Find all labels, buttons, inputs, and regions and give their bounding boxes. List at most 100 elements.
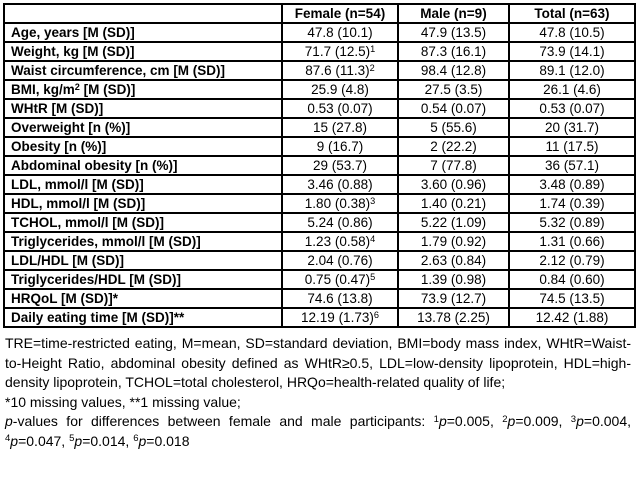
- value-cell: 0.75 (0.47)5: [281, 269, 399, 290]
- superscript-marker: 4: [5, 433, 11, 445]
- table-row: Overweight [n (%)] 15 (27.8) 5 (55.6) 20 (3…: [3, 117, 636, 138]
- value-cell: 27.5 (3.5): [397, 79, 510, 100]
- row-label: Obesity [n (%)]: [3, 136, 283, 157]
- value-cell: 1.40 (0.21): [397, 193, 510, 214]
- superscript-marker: 6: [133, 433, 139, 445]
- value-cell: 1.31 (0.66): [508, 231, 636, 252]
- value-cell: 9 (16.7): [281, 136, 399, 157]
- value-cell: 73.9 (12.7): [397, 288, 510, 309]
- table-row: HDL, mmol/l [M (SD)] 1.80 (0.38)3 1.40 (0.…: [3, 193, 636, 214]
- row-label: Weight, kg [M (SD)]: [3, 41, 283, 62]
- value-cell: 47.8 (10.1): [281, 22, 399, 43]
- value-cell: 98.4 (12.8): [397, 60, 510, 81]
- table-row: LDL, mmol/l [M (SD)] 3.46 (0.88) 3.60 (0.9…: [3, 174, 636, 195]
- row-label: Overweight [n (%)]: [3, 117, 283, 138]
- value-cell: 5.24 (0.86): [281, 212, 399, 233]
- table-row: Daily eating time [M (SD)]** 12.19 (1.73)…: [3, 307, 636, 328]
- row-label: HDL, mmol/l [M (SD)]: [3, 193, 283, 214]
- value-cell: 71.7 (12.5)1: [281, 41, 399, 62]
- row-label: WHtR [M (SD)]: [3, 98, 283, 119]
- superscript-marker: 3: [370, 195, 376, 206]
- value-cell: 7 (77.8): [397, 155, 510, 176]
- value-cell: 0.53 (0.07): [508, 98, 636, 119]
- value-cell: 3.46 (0.88): [281, 174, 399, 195]
- value-cell: 5.22 (1.09): [397, 212, 510, 233]
- table-row: BMI, kg/m2 [M (SD)] 25.9 (4.8) 27.5 (3.5) 2…: [3, 79, 636, 100]
- superscript-marker: 2: [74, 81, 80, 92]
- column-header: Male (n=9): [397, 3, 510, 24]
- table-header-row: Female (n=54) Male (n=9) Total (n=63): [3, 3, 636, 24]
- value-cell: 74.6 (13.8): [281, 288, 399, 309]
- table-row: WHtR [M (SD)] 0.53 (0.07) 0.54 (0.07) 0.53 …: [3, 98, 636, 119]
- value-cell: 20 (31.7): [508, 117, 636, 138]
- table-row: Triglycerides/HDL [M (SD)] 0.75 (0.47)5 1.…: [3, 269, 636, 290]
- table-row: HRQoL [M (SD)]* 74.6 (13.8) 73.9 (12.7) 74.…: [3, 288, 636, 309]
- value-cell: 13.78 (2.25): [397, 307, 510, 328]
- table-row: Abdominal obesity [n (%)] 29 (53.7) 7 (77.…: [3, 155, 636, 176]
- table-row: Triglycerides, mmol/l [M (SD)] 1.23 (0.58…: [3, 231, 636, 252]
- value-cell: 2.12 (0.79): [508, 250, 636, 271]
- value-cell: 2 (22.2): [397, 136, 510, 157]
- value-cell: 15 (27.8): [281, 117, 399, 138]
- row-label: Waist circumference, cm [M (SD)]: [3, 60, 283, 81]
- value-cell: 1.80 (0.38)3: [281, 193, 399, 214]
- row-label: Triglycerides, mmol/l [M (SD)]: [3, 231, 283, 252]
- row-label: Triglycerides/HDL [M (SD)]: [3, 269, 283, 290]
- footnote-paragraph: p-values for differences between female …: [5, 413, 631, 449]
- corner-cell: [3, 3, 283, 24]
- value-cell: 12.19 (1.73)6: [281, 307, 399, 328]
- superscript-marker: 3: [570, 413, 577, 425]
- superscript-marker: 2: [502, 413, 508, 425]
- value-cell: 26.1 (4.6): [508, 79, 636, 100]
- value-cell: 1.23 (0.58)4: [281, 231, 399, 252]
- value-cell: 47.9 (13.5): [397, 22, 510, 43]
- value-cell: 89.1 (12.0): [508, 60, 636, 81]
- value-cell: 1.39 (0.98): [397, 269, 510, 290]
- value-cell: 11 (17.5): [508, 136, 636, 157]
- table-row: LDL/HDL [M (SD)] 2.04 (0.76) 2.63 (0.84) 2.…: [3, 250, 636, 271]
- value-cell: 2.63 (0.84): [397, 250, 510, 271]
- value-cell: 1.79 (0.92): [397, 231, 510, 252]
- value-cell: 73.9 (14.1): [508, 41, 636, 62]
- row-label: LDL, mmol/l [M (SD)]: [3, 174, 283, 195]
- value-cell: 87.6 (11.3)2: [281, 60, 399, 81]
- value-cell: 2.04 (0.76): [281, 250, 399, 271]
- superscript-marker: 5: [69, 433, 75, 445]
- superscript-marker: 6: [373, 309, 379, 320]
- superscript-marker: 4: [370, 233, 376, 244]
- value-cell: 3.48 (0.89): [508, 174, 636, 195]
- column-header: Female (n=54): [281, 3, 399, 24]
- table-row: Age, years [M (SD)] 47.8 (10.1) 47.9 (13.5…: [3, 22, 636, 43]
- row-label: BMI, kg/m2 [M (SD)]: [3, 79, 283, 100]
- row-label: Daily eating time [M (SD)]**: [3, 307, 283, 328]
- table-row: Waist circumference, cm [M (SD)] 87.6 (11…: [3, 60, 636, 81]
- footnote-paragraph: TRE=time-restricted eating, M=mean, SD=s…: [5, 335, 631, 410]
- row-label: HRQoL [M (SD)]*: [3, 288, 283, 309]
- value-cell: 0.54 (0.07): [397, 98, 510, 119]
- value-cell: 0.84 (0.60): [508, 269, 636, 290]
- column-header: Total (n=63): [508, 3, 636, 24]
- value-cell: 12.42 (1.88): [508, 307, 636, 328]
- row-label: TCHOL, mmol/l [M (SD)]: [3, 212, 283, 233]
- value-cell: 47.8 (10.5): [508, 22, 636, 43]
- value-cell: 0.53 (0.07): [281, 98, 399, 119]
- value-cell: 5 (55.6): [397, 117, 510, 138]
- footnotes: TRE=time-restricted eating, M=mean, SD=s…: [3, 334, 633, 451]
- table-body: Age, years [M (SD)] 47.8 (10.1) 47.9 (13.5…: [3, 22, 636, 328]
- value-cell: 29 (53.7): [281, 155, 399, 176]
- superscript-marker: 5: [370, 271, 376, 282]
- superscript-marker: 1: [370, 43, 376, 54]
- value-cell: 36 (57.1): [508, 155, 636, 176]
- row-label: LDL/HDL [M (SD)]: [3, 250, 283, 271]
- value-cell: 1.74 (0.39): [508, 193, 636, 214]
- row-label: Age, years [M (SD)]: [3, 22, 283, 43]
- value-cell: 25.9 (4.8): [281, 79, 399, 100]
- participants-table: Female (n=54) Male (n=9) Total (n=63) Age,…: [3, 3, 636, 328]
- value-cell: 3.60 (0.96): [397, 174, 510, 195]
- value-cell: 87.3 (16.1): [397, 41, 510, 62]
- value-cell: 74.5 (13.5): [508, 288, 636, 309]
- table-row: TCHOL, mmol/l [M (SD)] 5.24 (0.86) 5.22 (1…: [3, 212, 636, 233]
- value-cell: 5.32 (0.89): [508, 212, 636, 233]
- superscript-marker: 2: [369, 62, 375, 73]
